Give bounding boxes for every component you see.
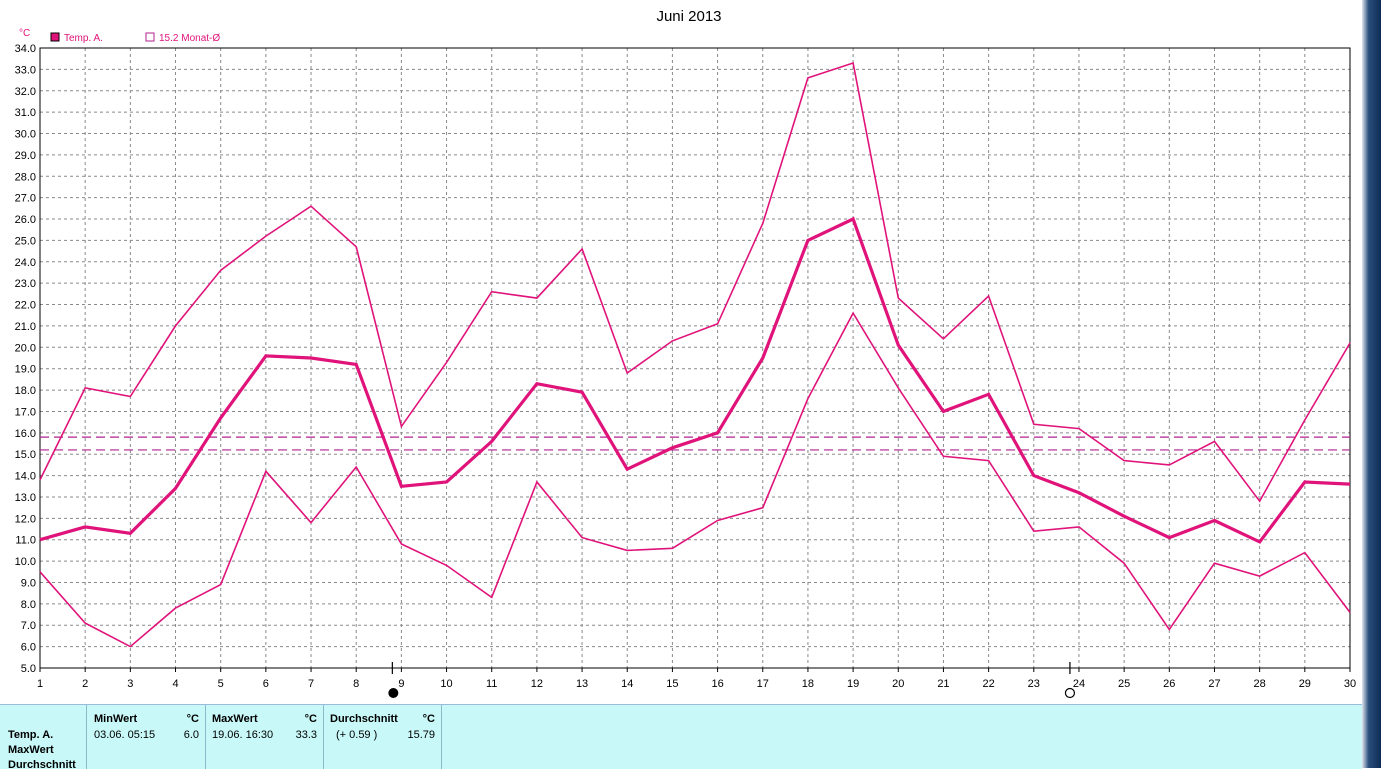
- x-tick-label: 29: [1299, 678, 1311, 690]
- y-tick-label: 30.0: [15, 129, 36, 141]
- y-tick-label: 22.0: [15, 300, 36, 312]
- y-tick-label: 11.0: [15, 535, 36, 547]
- x-tick-label: 10: [440, 678, 452, 690]
- stats-avg-column: Durchschnitt °C (+ 0.59 ) 15.79: [324, 705, 442, 769]
- max-unit: °C: [304, 713, 317, 725]
- y-tick-label: 19.0: [15, 364, 36, 376]
- x-tick-label: 22: [982, 678, 994, 690]
- row-label-maxwert: MaxWert: [8, 744, 54, 756]
- x-tick-label: 24: [1073, 678, 1085, 690]
- y-tick-label: 20.0: [15, 342, 36, 354]
- x-tick-label: 23: [1028, 678, 1040, 690]
- y-tick-label: 34.0: [15, 43, 36, 55]
- x-tick-label: 21: [937, 678, 949, 690]
- min-unit: °C: [186, 713, 199, 725]
- row-label-durchschnitt: Durchschnitt: [8, 759, 76, 771]
- stats-min-column: MinWert °C 03.06. 05:15 6.0: [87, 705, 206, 769]
- x-tick-label: 18: [802, 678, 814, 690]
- avg-value: 15.79: [407, 729, 435, 741]
- y-tick-label: 24.0: [15, 257, 36, 269]
- min-value: 6.0: [183, 729, 199, 741]
- y-tick-label: 25.0: [15, 235, 36, 247]
- y-tick-label: 18.0: [15, 385, 36, 397]
- y-tick-label: 9.0: [21, 577, 36, 589]
- plot-area: [40, 48, 1350, 668]
- legend-open-square-icon: [145, 32, 155, 42]
- x-tick-label: 7: [308, 678, 314, 690]
- stats-panel: Temp. A. MaxWert Durchschnitt MinWert °C…: [0, 704, 1362, 771]
- y-tick-label: 5.0: [21, 663, 36, 675]
- y-tick-label: 15.0: [15, 449, 36, 461]
- chart-title: Juni 2013: [656, 8, 721, 25]
- x-tick-label: 14: [621, 678, 633, 690]
- y-tick-label: 31.0: [15, 107, 36, 119]
- x-tick-label: 19: [847, 678, 859, 690]
- y-tick-label: 10.0: [15, 556, 36, 568]
- avg-delta: (+ 0.59 ): [336, 729, 378, 741]
- y-tick-label: 8.0: [21, 599, 36, 611]
- legend-label-temp: Temp. A.: [64, 33, 103, 44]
- x-tick-label: 8: [353, 678, 359, 690]
- y-tick-label: 6.0: [21, 642, 36, 654]
- legend-filled-square-icon: [50, 32, 60, 42]
- series-line-min: [39, 311, 1351, 648]
- avg-unit: °C: [422, 713, 435, 725]
- x-tick-label: 13: [576, 678, 588, 690]
- stats-max-column: MaxWert °C 19.06. 16:30 33.3: [206, 705, 324, 769]
- min-header: MinWert: [94, 713, 138, 725]
- x-tick-label: 6: [263, 678, 269, 690]
- avg-header: Durchschnitt: [330, 713, 398, 725]
- y-tick-label: 28.0: [15, 171, 36, 183]
- window-edge: [1362, 0, 1381, 768]
- y-tick-label: 21.0: [15, 321, 36, 333]
- x-tick-label: 4: [172, 678, 178, 690]
- moon-new-icon: [1064, 687, 1076, 699]
- x-tick-label: 9: [398, 678, 404, 690]
- x-tick-label: 27: [1208, 678, 1220, 690]
- x-tick-label: 26: [1163, 678, 1175, 690]
- x-tick-label: 25: [1118, 678, 1130, 690]
- plot-frame: [39, 47, 1351, 669]
- y-tick-label: 16.0: [15, 428, 36, 440]
- max-header: MaxWert: [212, 713, 258, 725]
- x-tick-label: 28: [1254, 678, 1266, 690]
- series-line-mean: [39, 216, 1351, 544]
- temperature-chart: 5.0 6.0 7.0 8.0 9.0 10.0 11.0 12.0 13.0 14.0 15.0 1…: [15, 8, 1356, 699]
- y-tick-label: 7.0: [21, 620, 36, 632]
- max-value: 33.3: [295, 729, 317, 741]
- y-tick-label: 13.0: [15, 492, 36, 504]
- x-tick-label: 17: [757, 678, 769, 690]
- y-tick-label: 33.0: [15, 64, 36, 76]
- x-tick-label: 12: [531, 678, 543, 690]
- x-tick-label: 3: [127, 678, 133, 690]
- x-tick-label: 20: [892, 678, 904, 690]
- x-tick-label: 15: [666, 678, 678, 690]
- legend-label-average: 15.2 Monat-Ø: [159, 33, 220, 44]
- y-tick-label: 17.0: [15, 406, 36, 418]
- x-tick-label: 1: [37, 678, 43, 690]
- stats-row-labels: Temp. A. MaxWert Durchschnitt: [0, 705, 87, 771]
- x-tick-label: 5: [218, 678, 224, 690]
- row-label-temp: Temp. A.: [8, 729, 54, 741]
- y-tick-label: 27.0: [15, 193, 36, 205]
- x-tick-label: 11: [486, 678, 497, 690]
- y-tick-label: 29.0: [15, 150, 36, 162]
- x-tick-label: 30: [1344, 678, 1356, 690]
- y-tick-label: 23.0: [15, 278, 36, 290]
- moon-full-icon: [388, 688, 399, 698]
- y-tick-label: 26.0: [15, 214, 36, 226]
- y-tick-label: 12.0: [15, 513, 36, 525]
- series-line-max: [39, 61, 1351, 503]
- max-datetime: 19.06. 16:30: [212, 729, 274, 741]
- y-tick-label: 14.0: [15, 471, 36, 483]
- x-tick-label: 16: [711, 678, 723, 690]
- y-unit-label: °C: [19, 28, 30, 39]
- x-tick-label: 2: [82, 678, 88, 690]
- min-datetime: 03.06. 05:15: [94, 729, 156, 741]
- y-tick-label: 32.0: [15, 86, 36, 98]
